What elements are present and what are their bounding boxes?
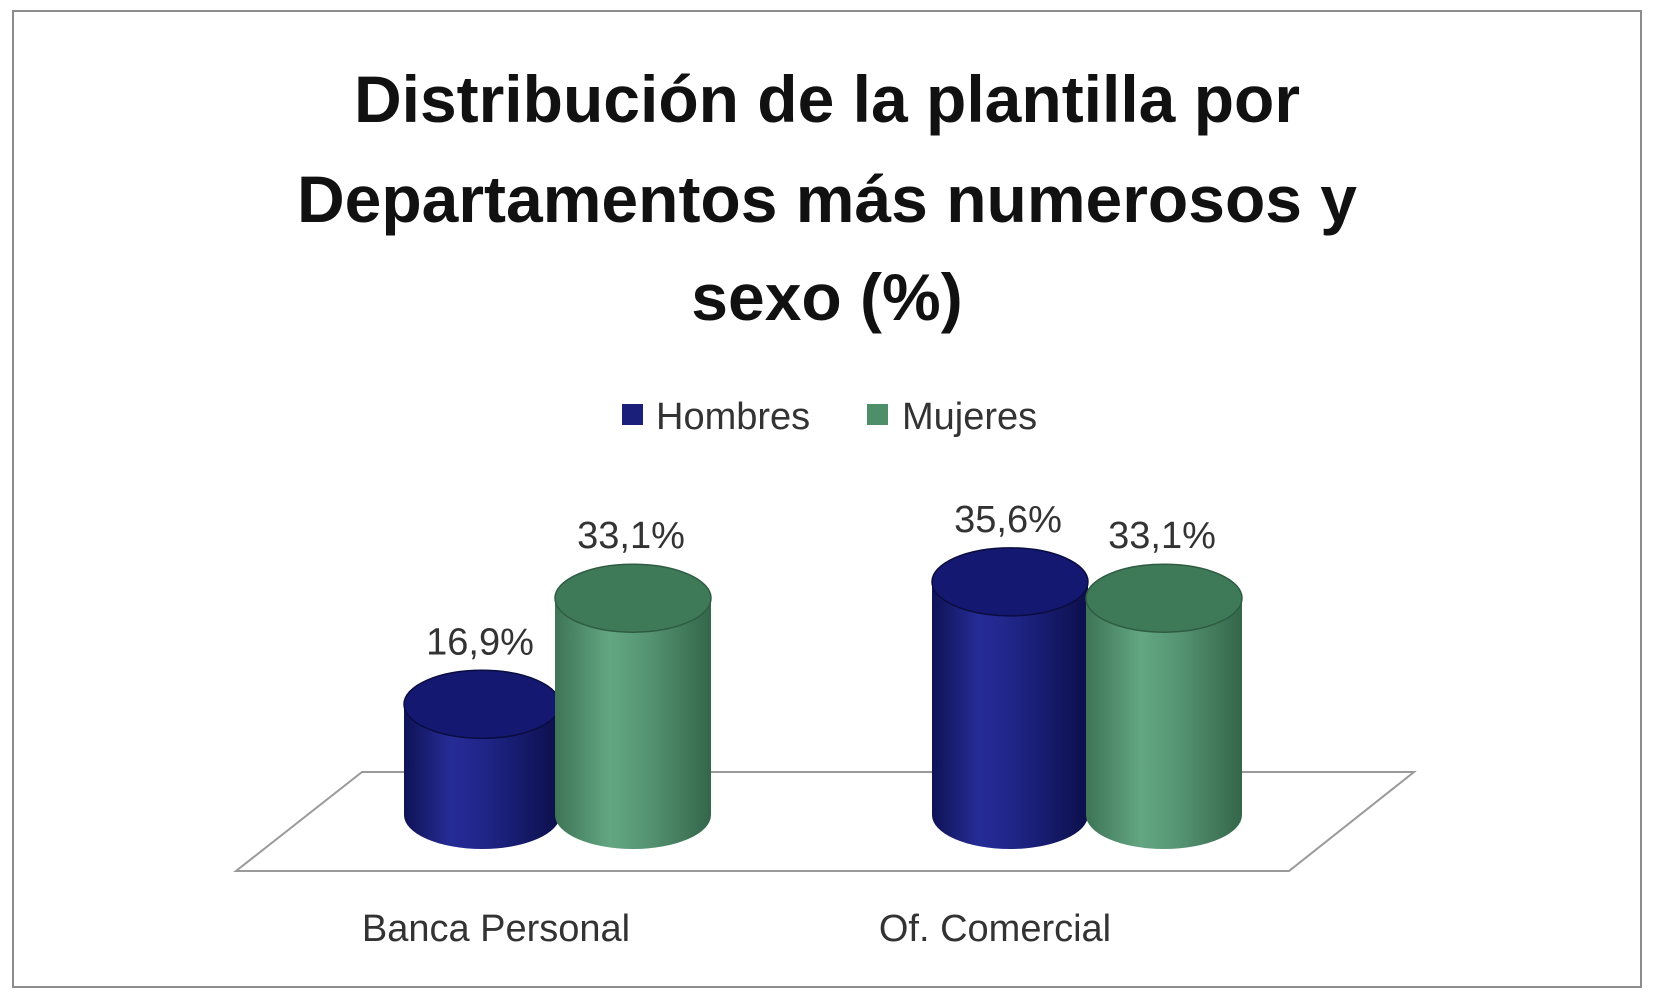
chart-title-line-1: Distribución de la plantilla por (354, 62, 1300, 136)
bar-of-comercial-mujeres (1085, 563, 1243, 849)
category-label-of-comercial: Of. Comercial (879, 908, 1111, 950)
legend-label-hombres: Hombres (656, 396, 810, 438)
bar-top-of-comercial-mujeres (1085, 563, 1243, 633)
bar-top-banca-personal-mujeres (554, 563, 712, 633)
legend: Hombres Mujeres (622, 396, 1037, 438)
chart-title-line-3: sexo (%) (691, 260, 962, 334)
bars-group (403, 547, 1243, 849)
data-label-of-comercial-hombres: 35,6% (954, 499, 1062, 541)
bar-body-banca-personal-mujeres (555, 598, 711, 849)
bar-banca-personal-hombres (403, 669, 561, 849)
legend-label-mujeres: Mujeres (902, 396, 1037, 438)
chart-title-line-2: Departamentos más numerosos y (297, 162, 1357, 236)
category-label-banca-personal: Banca Personal (362, 908, 630, 950)
legend-swatch-mujeres (867, 404, 888, 425)
data-label-of-comercial-mujeres: 33,1% (1108, 515, 1216, 557)
data-label-banca-personal-hombres: 16,9% (426, 621, 534, 663)
bar-body-of-comercial-mujeres (1086, 598, 1242, 849)
bar-body-banca-personal-hombres (404, 704, 560, 849)
chart-title: Distribución de la plantilla por Departa… (297, 62, 1357, 334)
bar-body-of-comercial-hombres (932, 581, 1088, 849)
data-labels-group: 16,9% 33,1% 35,6% 33,1% (426, 499, 1216, 663)
legend-swatch-hombres (622, 404, 643, 425)
data-label-banca-personal-mujeres: 33,1% (577, 515, 685, 557)
bar-of-comercial-hombres (931, 547, 1089, 849)
bar-banca-personal-mujeres (554, 563, 712, 849)
bar-top-of-comercial-hombres (931, 547, 1089, 617)
bar-top-banca-personal-hombres (403, 669, 561, 740)
